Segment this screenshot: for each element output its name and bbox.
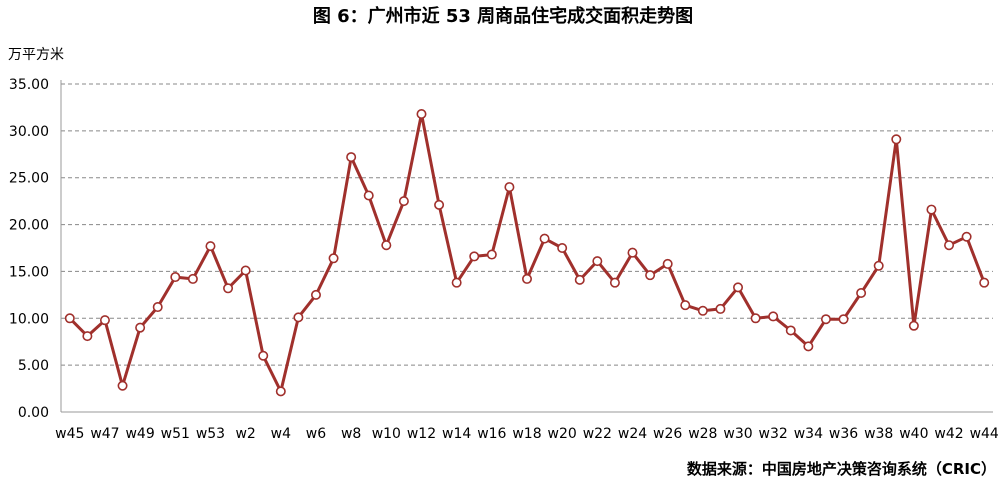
data-point [838, 314, 849, 325]
data-point [574, 274, 585, 285]
y-tick-label: 25.00 [9, 171, 49, 187]
x-tick-label: w36 [829, 426, 858, 442]
data-point [961, 231, 972, 242]
y-tick-label: 20.00 [9, 218, 49, 234]
data-point [680, 300, 691, 311]
x-tick-label: w51 [161, 426, 190, 442]
data-point [310, 289, 321, 300]
data-point [434, 199, 445, 210]
data-point [627, 247, 638, 258]
data-point [451, 277, 462, 288]
data-point [416, 108, 427, 119]
data-point [328, 253, 339, 264]
grid-lines [61, 83, 993, 366]
data-point [944, 240, 955, 251]
x-tick-label: w6 [306, 426, 326, 442]
x-tick-label: w53 [196, 426, 225, 442]
data-point [733, 282, 744, 293]
x-tick-label: w42 [934, 426, 963, 442]
x-tick-label: w49 [125, 426, 154, 442]
data-point [117, 380, 128, 391]
data-point [293, 312, 304, 323]
x-tick-label: w2 [235, 426, 255, 442]
data-point [820, 314, 831, 325]
x-tick-label: w34 [794, 426, 823, 442]
x-tick-label: w44 [970, 426, 999, 442]
x-tick-label: w28 [688, 426, 717, 442]
x-tick-label: w45 [55, 426, 84, 442]
x-tick-label: w24 [618, 426, 647, 442]
x-tick-label: w30 [723, 426, 752, 442]
y-tick-label: 15.00 [9, 264, 49, 280]
data-point [609, 277, 620, 288]
y-tick-label: 10.00 [9, 311, 49, 327]
data-point [82, 331, 93, 342]
x-tick-label: w8 [341, 426, 361, 442]
x-tick-label: w12 [407, 426, 436, 442]
data-point [170, 272, 181, 283]
data-point [908, 320, 919, 331]
data-point [891, 134, 902, 145]
data-point [539, 233, 550, 244]
data-point [135, 322, 146, 333]
data-point [873, 260, 884, 271]
data-point [504, 182, 515, 193]
data-point [856, 287, 867, 298]
y-tick-labels: 0.00 5.00 10.00 15.00 20.00 25.00 30.00 35.00 [9, 77, 49, 421]
data-point [750, 313, 761, 324]
data-point [240, 265, 251, 276]
data-point [979, 277, 990, 288]
y-tick-label: 30.00 [9, 124, 49, 140]
data-point [785, 325, 796, 336]
data-point [662, 258, 673, 269]
x-tick-labels: w45 w47 w49 w51 w53 w2 w4 w6 w8 w10 w12 w14 w16 w18 w2… [55, 426, 999, 442]
x-tick-label: w26 [653, 426, 682, 442]
data-point [223, 283, 234, 294]
data-point [64, 313, 75, 324]
x-tick-label: w22 [583, 426, 612, 442]
y-tick-label: 5.00 [18, 358, 49, 374]
x-tick-label: w4 [271, 426, 291, 442]
data-point [205, 241, 216, 252]
y-tick-label: 0.00 [18, 405, 49, 421]
x-tick-label: w32 [759, 426, 788, 442]
x-tick-label: w20 [548, 426, 577, 442]
data-point [486, 249, 497, 260]
data-point [697, 305, 708, 316]
x-tick-label: w14 [442, 426, 471, 442]
data-point [258, 350, 269, 361]
data-point [381, 240, 392, 251]
data-point [469, 251, 480, 262]
data-point [521, 273, 532, 284]
data-point [715, 303, 726, 314]
data-point [592, 256, 603, 267]
x-tick-label: w18 [512, 426, 541, 442]
x-tick-label: w47 [90, 426, 119, 442]
data-point [803, 341, 814, 352]
x-tick-label: w40 [899, 426, 928, 442]
series-line [68, 112, 986, 393]
data-point [187, 273, 198, 284]
data-point [557, 243, 568, 254]
data-point [398, 196, 409, 207]
data-point [645, 270, 656, 281]
y-axis-unit-label: 万平方米 [8, 47, 64, 63]
data-point [346, 152, 357, 163]
data-point [99, 315, 110, 326]
data-point [363, 190, 374, 201]
x-tick-label: w10 [372, 426, 401, 442]
data-point [926, 204, 937, 215]
data-point [275, 386, 286, 397]
data-source-note: 数据来源：中国房地产决策咨询系统（CRIC） [686, 460, 996, 478]
x-tick-label: w16 [477, 426, 506, 442]
axes [60, 80, 993, 413]
series [64, 108, 990, 397]
data-point [768, 311, 779, 322]
x-tick-label: w38 [864, 426, 893, 442]
chart-title: 图 6：广州市近 53 周商品住宅成交面积走势图 [312, 6, 694, 27]
y-tick-label: 35.00 [9, 77, 49, 93]
data-point [152, 302, 163, 313]
